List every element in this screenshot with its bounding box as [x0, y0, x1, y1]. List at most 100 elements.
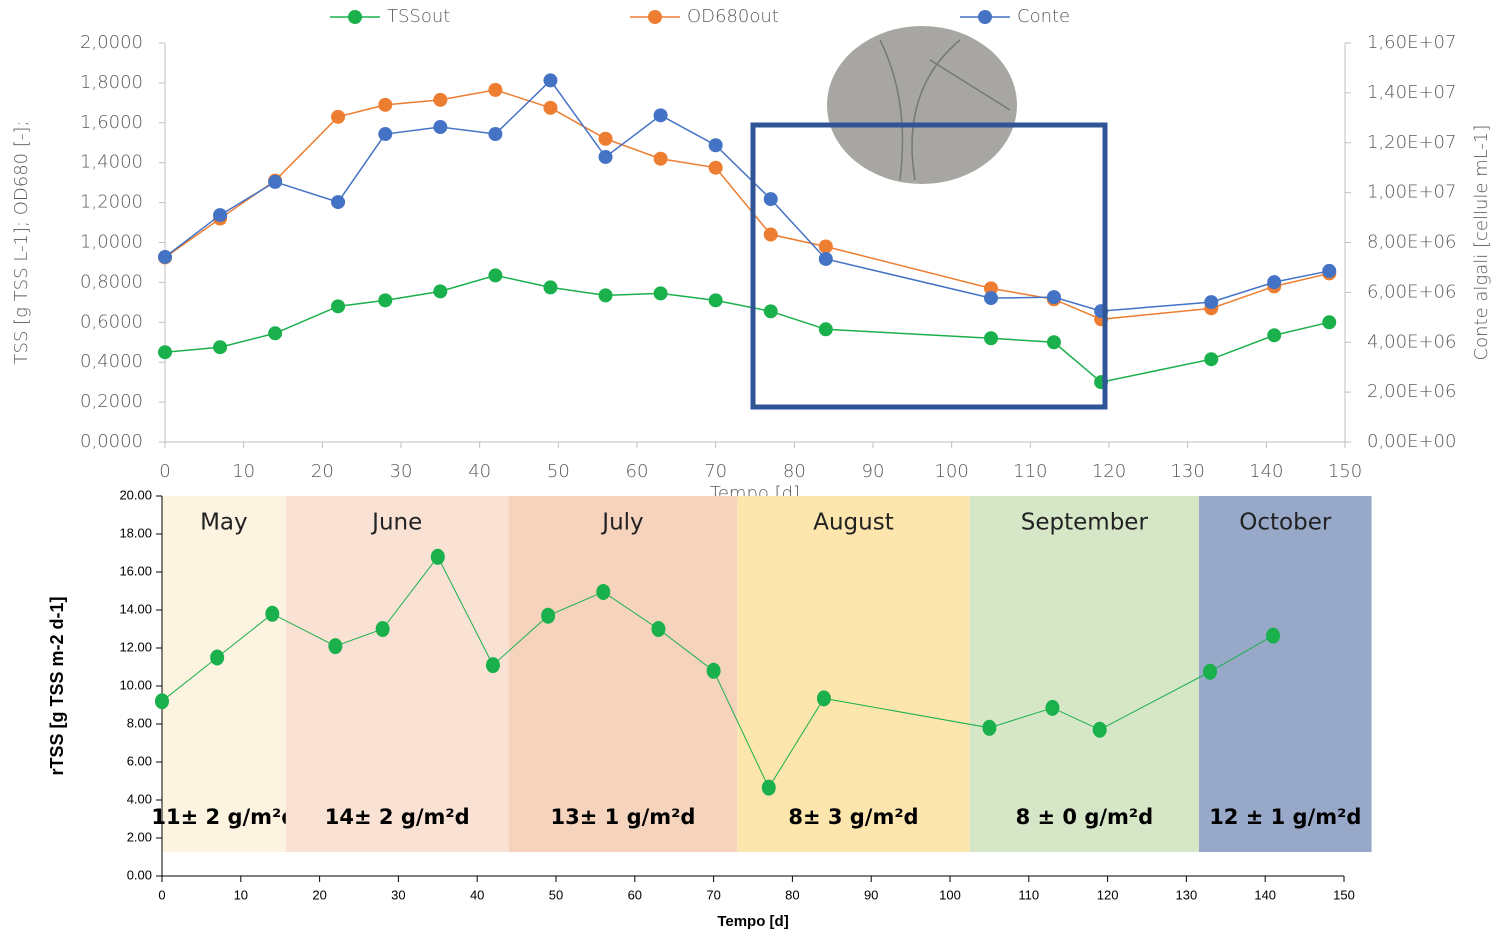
data-point [431, 549, 445, 565]
month-rate: 12 ± 1 g/m²d [1209, 805, 1361, 829]
data-point [265, 606, 279, 622]
x-tick-label: 40 [468, 461, 491, 482]
y-tick-label: 0.00 [127, 867, 152, 882]
data-point [268, 175, 282, 189]
x-tick-label: 50 [549, 887, 563, 902]
data-point [709, 293, 723, 307]
data-point [328, 638, 342, 654]
month-label: August [813, 510, 894, 536]
y2-tick-label: 2,00E+06 [1367, 381, 1456, 402]
month-rate: 8± 3 g/m²d [788, 805, 918, 829]
data-point [433, 284, 447, 298]
month-band [509, 496, 738, 852]
month-rate: 14± 2 g/m²d [325, 805, 470, 829]
data-point [596, 584, 610, 600]
x-tick-label: 120 [1092, 461, 1126, 482]
data-point [984, 291, 998, 305]
data-point [709, 138, 723, 152]
month-label: July [600, 510, 643, 536]
x-tick-label: 130 [1170, 461, 1204, 482]
data-point [331, 195, 345, 209]
y-tick-label: 1,2000 [80, 192, 143, 213]
x-tick-label: 80 [783, 461, 806, 482]
legend-label: TSSout [387, 6, 450, 27]
data-point [433, 120, 447, 134]
y-tick-label: 1,6000 [80, 112, 143, 133]
x-tick-label: 150 [1328, 461, 1362, 482]
data-point [651, 621, 665, 637]
data-point [210, 650, 224, 666]
x-tick-label: 50 [547, 461, 570, 482]
x-axis-title: Tempo [d] [717, 913, 788, 930]
data-point [158, 250, 172, 264]
data-point [433, 93, 447, 107]
y2-tick-label: 1,20E+07 [1367, 132, 1456, 153]
data-point [1204, 352, 1218, 366]
y-tick-label: 4.00 [127, 791, 152, 806]
x-tick-label: 30 [390, 461, 413, 482]
y2-axis-title: Conte algali [cellule mL-1] [1471, 125, 1492, 361]
y-tick-label: 0,6000 [80, 311, 143, 332]
data-point [1204, 295, 1218, 309]
data-point [764, 304, 778, 318]
data-point [488, 83, 502, 97]
data-point [654, 286, 668, 300]
month-rate: 8 ± 0 g/m²d [1016, 805, 1154, 829]
y-tick-label: 1,8000 [80, 72, 143, 93]
data-point [1322, 315, 1336, 329]
x-tick-label: 110 [1018, 887, 1039, 902]
y2-tick-label: 6,00E+06 [1367, 281, 1456, 302]
month-label: May [200, 510, 248, 536]
data-point [1093, 722, 1107, 738]
x-tick-label: 100 [934, 461, 968, 482]
data-point [817, 690, 831, 706]
y-tick-label: 0,2000 [80, 391, 143, 412]
y-tick-label: 1,4000 [80, 152, 143, 173]
data-point [376, 621, 390, 637]
x-tick-label: 90 [862, 461, 885, 482]
x-tick-label: 90 [864, 887, 878, 902]
series-line [165, 275, 1329, 382]
legend-label: OD680out [687, 6, 779, 27]
x-tick-label: 100 [939, 887, 961, 902]
data-point [1267, 328, 1281, 342]
y-tick-label: 0,8000 [80, 271, 143, 292]
y-tick-label: 2.00 [127, 829, 152, 844]
y2-tick-label: 1,40E+07 [1367, 82, 1456, 103]
y2-tick-label: 4,00E+06 [1367, 331, 1456, 352]
data-point [599, 288, 613, 302]
data-point [1045, 700, 1059, 716]
figure: 01020304050607080901001101201301401500,0… [0, 0, 1494, 936]
data-point [378, 127, 392, 141]
data-point [709, 161, 723, 175]
x-tick-label: 10 [234, 887, 248, 902]
data-point [599, 150, 613, 164]
y2-tick-label: 1,00E+07 [1367, 182, 1456, 203]
x-tick-label: 30 [391, 887, 405, 902]
data-point [543, 280, 557, 294]
y-tick-label: 1,0000 [80, 232, 143, 253]
legend-marker [978, 10, 992, 24]
x-tick-label: 40 [470, 887, 484, 902]
data-point [331, 110, 345, 124]
y-tick-label: 6.00 [127, 753, 152, 768]
x-tick-label: 150 [1333, 887, 1355, 902]
y-tick-label: 10.00 [119, 677, 152, 692]
data-point [707, 663, 721, 679]
data-point [654, 108, 668, 122]
data-point [1267, 275, 1281, 289]
x-tick-label: 120 [1097, 887, 1119, 902]
data-point [1322, 264, 1336, 278]
month-rate: 13± 1 g/m²d [551, 805, 696, 829]
y2-tick-label: 1,60E+07 [1367, 32, 1456, 53]
data-point [541, 608, 555, 624]
data-point [378, 293, 392, 307]
x-tick-label: 60 [628, 887, 642, 902]
y-tick-label: 14.00 [119, 601, 152, 616]
y-tick-label: 16.00 [119, 563, 152, 578]
y2-tick-label: 0,00E+00 [1367, 431, 1456, 452]
month-rate: 11± 2 g/m²d [151, 805, 296, 829]
data-point [982, 720, 996, 736]
data-point [155, 693, 169, 709]
